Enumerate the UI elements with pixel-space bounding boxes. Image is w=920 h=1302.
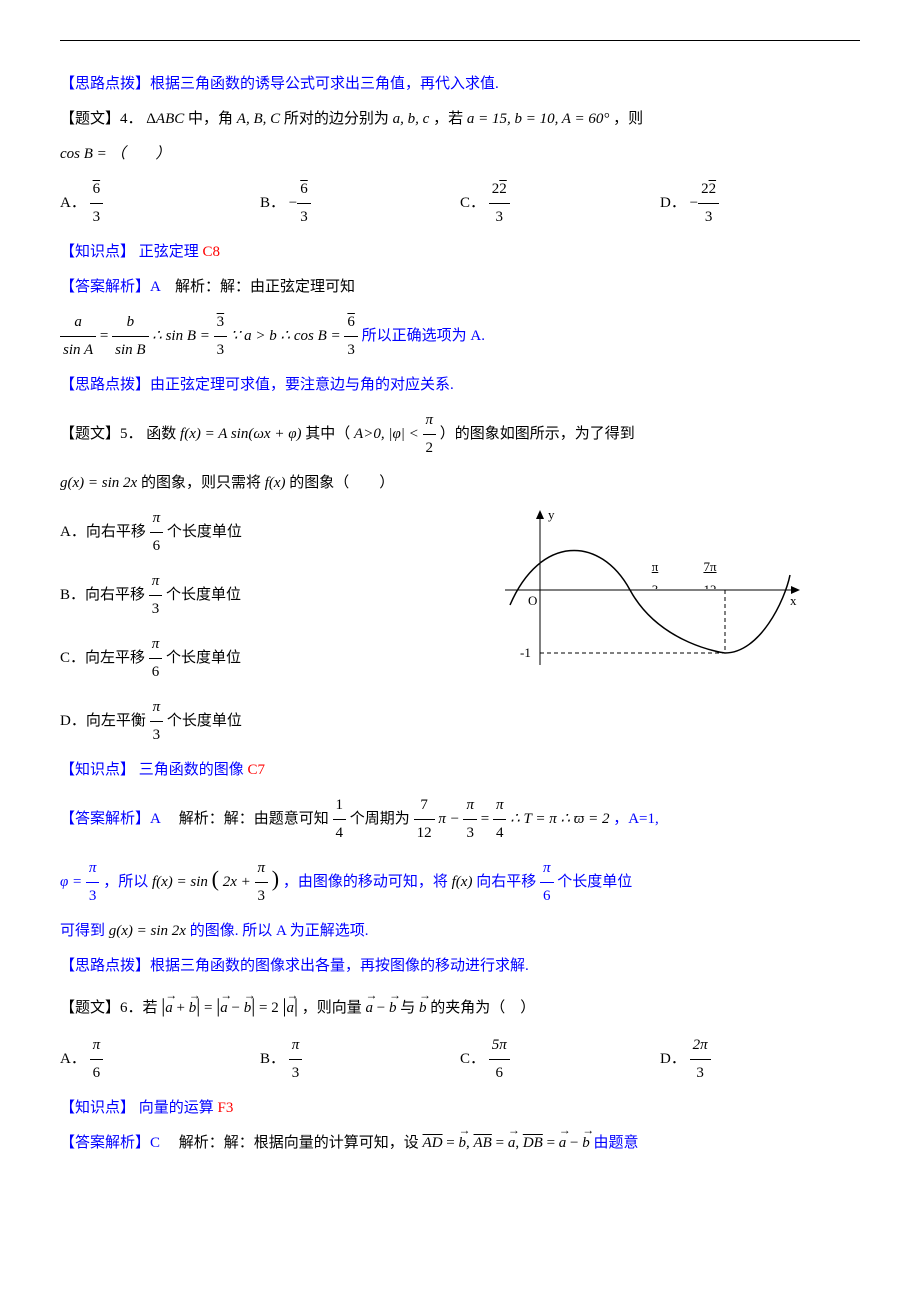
q4-tip: 【思路点拨】由正弦定理可求值，要注意边与角的对应关系. (60, 372, 860, 399)
q5-plot: y x O -1 π3 7π12 (500, 505, 800, 685)
q4-choice-d: D． −223 (660, 176, 860, 231)
q6-choice-d: D． 2π3 (660, 1032, 860, 1087)
q4-delta: Δ (146, 111, 156, 127)
q5-tip: 【思路点拨】根据三角函数的图像求出各量，再按图像的移动进行求解. (60, 953, 860, 980)
q4-label: 【题文】4． (60, 111, 143, 127)
q4-choices: A． 63 B． −63 C． 223 D． −223 (60, 176, 860, 231)
q6-choice-b: B． π3 (260, 1032, 460, 1087)
q5-ans3: 可得到 g(x) = sin 2x 的图像. 所以 A 为正解选项. (60, 918, 860, 945)
q5-stem: 【题文】5． 函数 f(x) = A sin(ωx + φ) 其中（ A>0, … (60, 407, 860, 462)
q4-choice-a: A． 63 (60, 176, 260, 231)
q6-choices: A． π6 B． π3 C． 5π6 D． 2π3 (60, 1032, 860, 1087)
q5-choice-d: D．向左平衡 π3 个长度单位 (60, 694, 860, 749)
origin-label: O (528, 593, 537, 608)
q4-stem: 【题文】4． ΔABC 中，角 A, B, C 所对的边分别为 a, b, c … (60, 106, 860, 133)
x-axis-label: x (790, 593, 797, 608)
q5-ans2: φ = π3 ，所以 f(x) = sin ( 2x + π3 ) ，由图像的移… (60, 855, 860, 910)
q6-stem: 【题文】6．若 |a + b| = |a − b| = 2 |a| ，则向量 a… (60, 988, 860, 1024)
q5-ans1: 【答案解析】A 解析：解：由题意可知 14 个周期为 712 π − π3 = … (60, 792, 860, 847)
y-axis-label: y (548, 507, 555, 522)
q4-abc: ABC (156, 111, 184, 127)
q4-choice-c: C． 223 (460, 176, 660, 231)
q4-choice-b: B． −63 (260, 176, 460, 231)
q6-choice-a: A． π6 (60, 1032, 260, 1087)
q3-tip: 【思路点拨】根据三角函数的诱导公式可求出三角值，再代入求值. (60, 71, 860, 98)
q4-kp: 【知识点】 正弦定理 C8 (60, 239, 860, 266)
q4-ask: cos B = （ ） (60, 141, 860, 168)
q6-ans: 【答案解析】C 解析：解：根据向量的计算可知，设 AD = b, AB = a,… (60, 1130, 860, 1157)
q5-kp: 【知识点】 三角函数的图像 C7 (60, 757, 860, 784)
q6-choice-c: C． 5π6 (460, 1032, 660, 1087)
tip-text: 根据三角函数的诱导公式可求出三角值，再代入求值. (150, 76, 499, 92)
q5-stem2: g(x) = sin 2x 的图象，则只需将 f(x) 的图象（ ） (60, 470, 860, 497)
top-rule (60, 40, 860, 41)
q4-ans-eq: asin A = bsin B ∴ sin B = 33 ∵ a > b ∴ c… (60, 309, 860, 364)
tip-label: 【思路点拨】 (60, 76, 150, 92)
neg1-label: -1 (520, 645, 531, 660)
q4-ans-head: 【答案解析】A 解析：解：由正弦定理可知 (60, 274, 860, 301)
q6-kp: 【知识点】 向量的运算 F3 (60, 1095, 860, 1122)
